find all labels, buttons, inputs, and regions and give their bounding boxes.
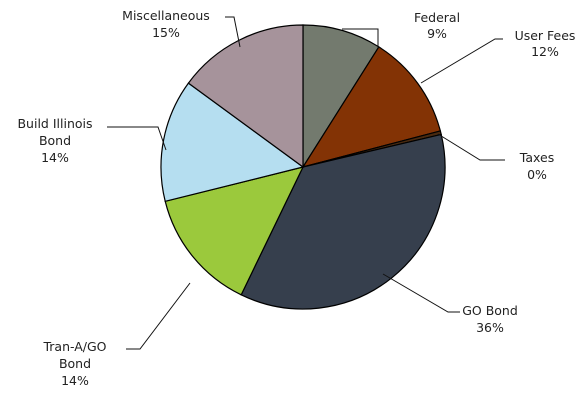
pie-slices xyxy=(160,24,446,310)
slice-federal xyxy=(302,24,380,170)
label-go-bond-percent: 36% xyxy=(476,320,504,335)
label-taxes-name: Taxes xyxy=(519,150,554,165)
label-miscellaneous-percent: 15% xyxy=(152,25,180,40)
label-build-illinois-bond-percent: 14% xyxy=(41,150,69,165)
label-build-illinois-bond-name-line1: Build Illinois xyxy=(17,116,92,131)
label-federal-name: Federal xyxy=(414,10,460,25)
label-user-fees-percent: 12% xyxy=(531,44,559,59)
label-tran-a-go-bond-percent: 14% xyxy=(61,373,89,388)
leader-build-illinois-bond xyxy=(107,126,167,151)
leader-taxes xyxy=(437,133,505,161)
leader-go-bond xyxy=(382,273,460,313)
label-go-bond-name: GO Bond xyxy=(462,303,518,318)
slice-labels: Federal 9% User Fees 12% Taxes 0% GO Bon… xyxy=(17,8,575,388)
slice-build-illinois-bond xyxy=(160,82,305,203)
leader-miscellaneous xyxy=(225,16,241,48)
slice-go-bond xyxy=(240,133,446,310)
slice-tran-a-go-bond xyxy=(164,166,305,296)
label-user-fees-name: User Fees xyxy=(515,28,576,43)
leader-lines xyxy=(107,16,505,350)
label-miscellaneous-name: Miscellaneous xyxy=(122,8,210,23)
label-build-illinois-bond-name-line2: Bond xyxy=(39,133,71,148)
label-tran-a-go-bond-name-line2: Bond xyxy=(59,356,91,371)
label-taxes-percent: 0% xyxy=(527,167,547,182)
slice-user-fees xyxy=(301,46,442,168)
leader-federal xyxy=(342,28,379,48)
label-federal-percent: 9% xyxy=(427,26,447,41)
leader-tran-a-go-bond xyxy=(126,282,191,350)
leader-user-fees xyxy=(420,38,503,84)
label-tran-a-go-bond-name-line1: Tran-A/GO xyxy=(42,339,106,354)
